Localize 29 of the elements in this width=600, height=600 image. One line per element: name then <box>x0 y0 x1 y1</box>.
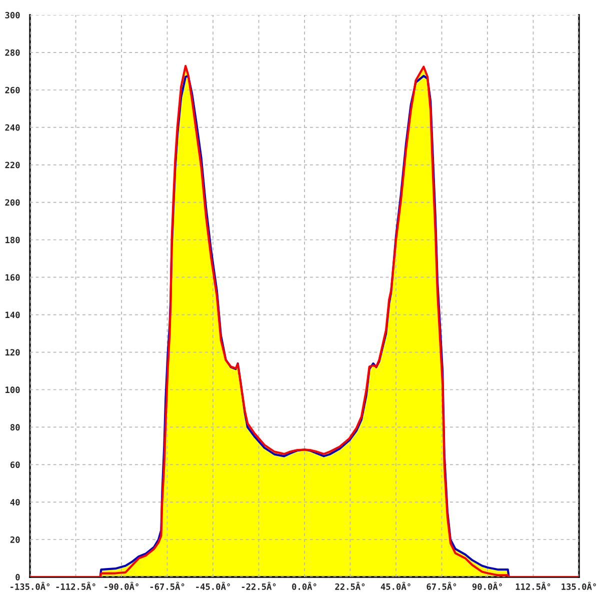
x-tick-label: -112.5Â° <box>56 582 96 590</box>
y-tick-label: 0 <box>16 574 20 580</box>
y-tick-label: 160 <box>6 274 20 281</box>
y-tick-label: 120 <box>6 349 20 356</box>
x-tick-label: 67.5Â° <box>426 582 456 590</box>
y-tick-label: 40 <box>10 498 20 506</box>
y-tick-label: 60 <box>10 461 20 468</box>
x-tick-label: -45.0Â° <box>196 582 230 590</box>
x-tick-label: 90.0Â° <box>472 582 502 590</box>
y-tick-label: 180 <box>6 236 20 244</box>
x-tick-label: 0.0Â° <box>292 582 316 590</box>
y-tick-label: 220 <box>5 162 20 168</box>
x-tick-label: 22.5Â° <box>335 582 365 590</box>
x-tick-label: 45.0Â° <box>380 582 410 590</box>
y-tick-label: 100 <box>6 386 20 394</box>
y-tick-label: 240 <box>5 124 20 131</box>
x-tick-label: 112.5Â° <box>516 582 550 590</box>
y-tick-label: 80 <box>10 424 20 431</box>
x-tick-label: -67.5Â° <box>150 582 184 590</box>
x-tick-label: 135.0Â° <box>562 582 596 590</box>
y-tick-label: 260 <box>5 86 20 94</box>
x-tick-label: -135.0Â° <box>10 582 50 590</box>
y-tick-label: 20 <box>10 536 20 543</box>
y-tick-label: 140 <box>6 312 20 318</box>
x-tick-label: -90.0Â° <box>104 582 138 590</box>
y-tick-label: 280 <box>5 49 20 56</box>
y-tick-label: 300 <box>5 12 20 18</box>
x-tick-label: -22.5Â° <box>242 582 276 590</box>
y-tick-label: 200 <box>5 199 20 206</box>
